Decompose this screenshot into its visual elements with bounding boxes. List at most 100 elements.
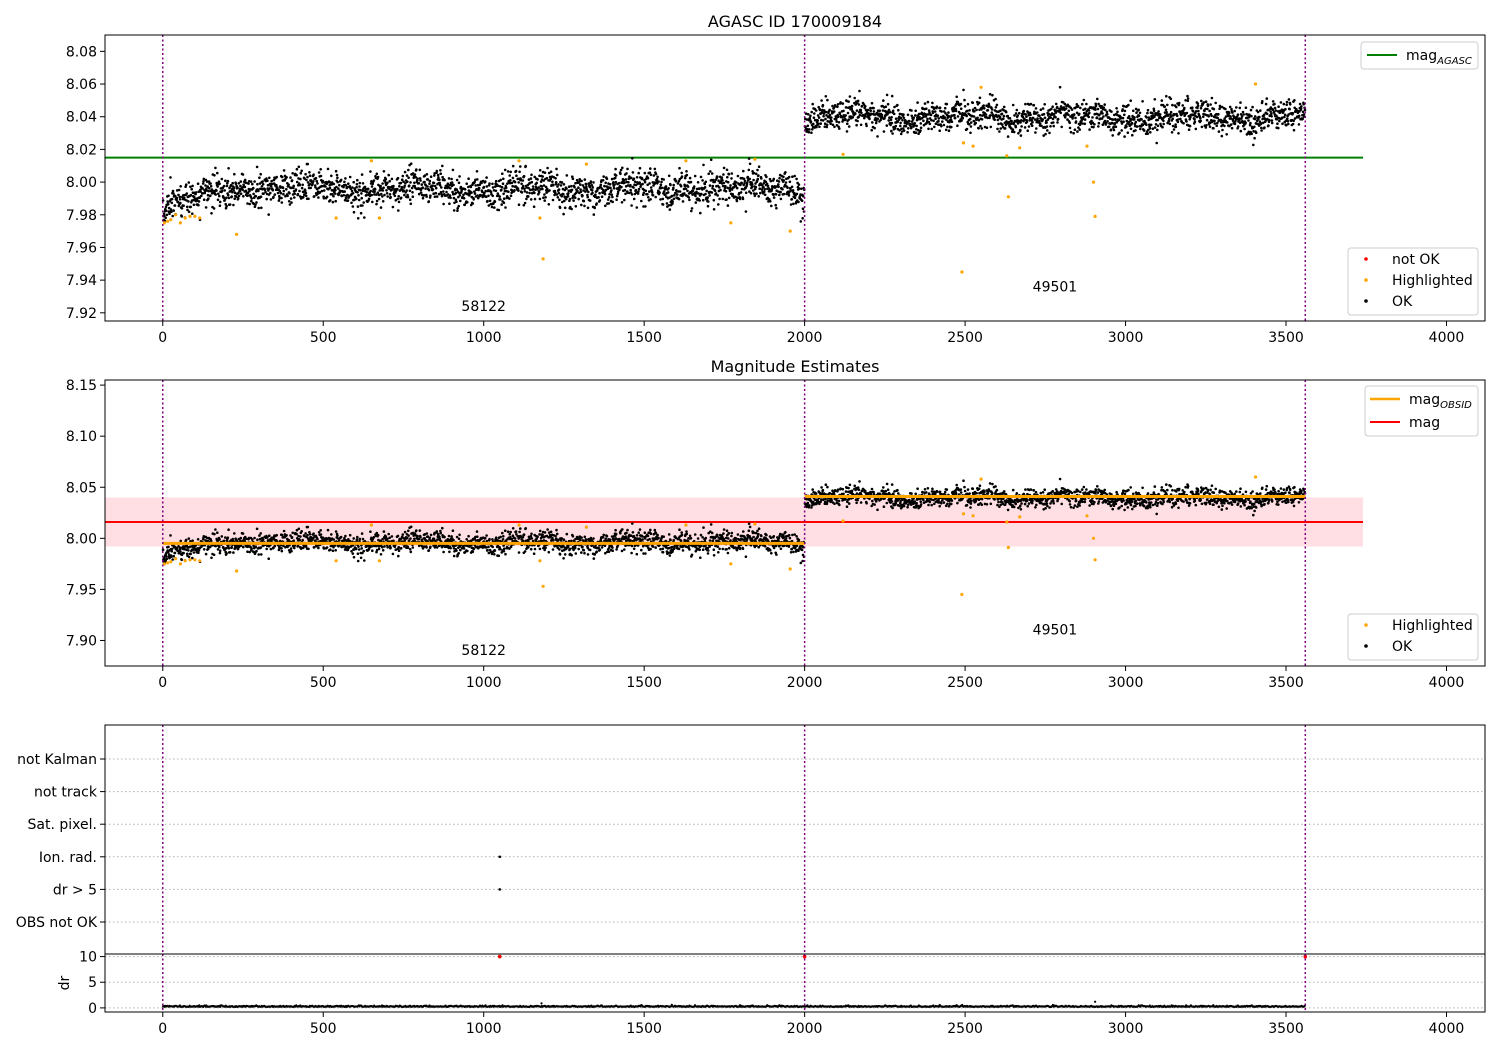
p1-ok-point-1623: [682, 187, 686, 191]
p1-ok-point-3040: [1137, 114, 1141, 117]
p1-ok-point-1066: [503, 168, 507, 172]
p1-ok-point-1011: [486, 199, 489, 203]
p1-ok-point-2299: [899, 132, 903, 136]
p2-ok-point-278: [251, 538, 254, 541]
p1-ok-point-289: [254, 194, 258, 198]
p1-ok-point-2962: [1112, 128, 1116, 132]
p1-ok-point-690: [383, 193, 386, 197]
p1-ok-point-26: [170, 210, 173, 213]
p1-highlighted-point-32: [1253, 82, 1258, 86]
p1-ok-point-1413: [615, 198, 618, 201]
p1-ok-point-3454: [1270, 119, 1274, 122]
p1-ok-point-3295: [1219, 118, 1223, 122]
p1-ok-point-612: [358, 185, 361, 188]
p1-ok-point-1389: [607, 202, 611, 205]
p1-ok-point-1378: [604, 204, 607, 208]
p1-ok-point-1397: [610, 189, 613, 192]
p1-ok-point-3017: [1130, 118, 1133, 121]
p1-ok-point-1490: [640, 199, 643, 203]
p1-ok-point-1590: [672, 186, 675, 190]
p2-ok-point-716: [391, 552, 395, 556]
p1-ok-point-446: [304, 194, 308, 198]
p2-ok-point-190: [222, 539, 226, 543]
p1-ok-point-1820: [745, 181, 749, 184]
p1-ok-point-686: [381, 200, 385, 203]
p1-ok-point-3052: [1141, 123, 1145, 127]
p1-ok-point-3315: [1226, 121, 1229, 124]
p1-ok-point-111: [197, 190, 200, 193]
p1-ok-point-376: [282, 189, 286, 193]
p1-ok-point-371: [280, 175, 284, 179]
p2-ok-point-1272: [570, 539, 573, 543]
p1-ok-point-847: [433, 195, 437, 198]
p1-ok-point-1953: [788, 180, 792, 184]
p2-ok-point-602: [355, 547, 358, 551]
p1-ok-point-2963: [1113, 113, 1116, 117]
p1-ok-point-2525: [972, 119, 976, 123]
p1-ok-point-1827: [748, 190, 751, 193]
p1-ok-point-1614: [679, 184, 683, 188]
p1-ok-point-2207: [870, 128, 873, 132]
p1-ok-point-1128: [523, 201, 527, 205]
p1-ok-point-234: [236, 196, 240, 200]
p1-ok-point-1817: [744, 191, 748, 195]
p1-ok-point-3266: [1210, 114, 1213, 118]
p1-ok-point-1379: [604, 181, 607, 185]
p1-ok-point-2761: [1048, 131, 1051, 135]
p1-ok-point-1672: [698, 199, 701, 202]
p1-ok-point-1360: [598, 191, 601, 195]
p1-ok-point-928: [459, 185, 463, 189]
p1-ok-point-391: [287, 183, 290, 186]
p1-ok-point-2394: [930, 127, 933, 131]
p1-ok-point-673: [377, 197, 381, 201]
p2-ok-point-471: [312, 546, 316, 549]
p2-ok-point-132: [204, 539, 207, 542]
p2-ok-point-1057: [501, 531, 504, 535]
p1-ok-point-1383: [605, 177, 609, 181]
p1-ok-point-613: [358, 181, 362, 185]
p1-ok-point-1989: [800, 187, 803, 191]
p2-ok-point-679: [379, 553, 383, 556]
p1-ok-point-1450: [627, 181, 630, 184]
p1-ok-point-1807: [741, 197, 745, 201]
p1-ok-point-1658: [693, 174, 697, 178]
p1-ok-point-3296: [1219, 121, 1223, 124]
p1-ok-point-1939: [784, 171, 787, 174]
p1-ok-point-3487: [1281, 122, 1284, 125]
p1-ok-point-198: [225, 204, 228, 208]
p1-ok-point-1314: [583, 178, 587, 181]
p1-ok-point-542: [335, 173, 339, 177]
p1-ok-point-713: [390, 177, 394, 181]
p1-ok-point-278: [251, 182, 254, 186]
p1-ok-point-85: [189, 185, 192, 189]
p1-ok-point-902: [451, 190, 454, 194]
p1-ok-point-2014: [808, 116, 812, 120]
p1-ok-point-1930: [781, 188, 784, 191]
p1-ok-point-2699: [1028, 119, 1031, 122]
p1-ok-point-1037: [494, 189, 498, 193]
p1-ok-point-978: [475, 170, 479, 173]
p1-ok-point-567: [343, 198, 347, 202]
p1-ok-point-1867: [761, 183, 764, 187]
p1-ok-point-27: [170, 201, 174, 205]
p1-ok-point-2746: [1043, 103, 1046, 106]
p1-ok-point-3321: [1227, 111, 1231, 115]
p1-ok-point-1567: [664, 185, 668, 188]
p1-ok-point-288: [254, 203, 257, 206]
p2-ok-point-1004: [484, 536, 487, 540]
p1-ok-point-1703: [708, 194, 711, 197]
p1-ok-point-303: [259, 187, 262, 191]
p1-ok-point-1882: [765, 182, 769, 186]
p1-ok-point-3507: [1287, 98, 1291, 101]
p1-ok-point-863: [438, 183, 442, 187]
p2-ok-point-1101: [515, 533, 518, 536]
p1-ok-point-2954: [1110, 110, 1113, 113]
p1-ok-point-2345: [914, 131, 918, 134]
p2-ok-point-978: [475, 530, 479, 533]
p1-ok-point-418: [295, 180, 299, 184]
p2-ok-point-608: [356, 559, 360, 563]
p1-ok-point-2069: [826, 98, 829, 102]
p2-ok-point-1080: [508, 532, 512, 536]
p1-ok-point-232: [236, 186, 239, 189]
p1-highlighted-point-25: [979, 85, 983, 89]
